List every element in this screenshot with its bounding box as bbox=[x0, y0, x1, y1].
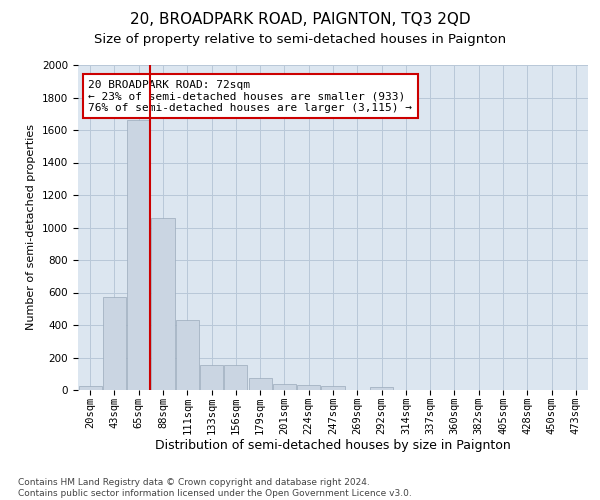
Bar bbox=[248, 378, 272, 390]
Bar bbox=[200, 365, 223, 390]
Bar bbox=[79, 386, 101, 390]
Text: Size of property relative to semi-detached houses in Paignton: Size of property relative to semi-detach… bbox=[94, 32, 506, 46]
Bar bbox=[176, 320, 199, 390]
Text: 20 BROADPARK ROAD: 72sqm
← 23% of semi-detached houses are smaller (933)
76% of : 20 BROADPARK ROAD: 72sqm ← 23% of semi-d… bbox=[88, 80, 412, 113]
Bar bbox=[127, 120, 150, 390]
Bar bbox=[322, 386, 344, 390]
Bar bbox=[273, 384, 296, 390]
Text: Contains HM Land Registry data © Crown copyright and database right 2024.
Contai: Contains HM Land Registry data © Crown c… bbox=[18, 478, 412, 498]
Y-axis label: Number of semi-detached properties: Number of semi-detached properties bbox=[26, 124, 37, 330]
Bar bbox=[297, 385, 320, 390]
Bar bbox=[151, 218, 175, 390]
Bar bbox=[224, 365, 247, 390]
Text: 20, BROADPARK ROAD, PAIGNTON, TQ3 2QD: 20, BROADPARK ROAD, PAIGNTON, TQ3 2QD bbox=[130, 12, 470, 28]
Bar bbox=[103, 298, 126, 390]
X-axis label: Distribution of semi-detached houses by size in Paignton: Distribution of semi-detached houses by … bbox=[155, 440, 511, 452]
Bar bbox=[370, 387, 393, 390]
